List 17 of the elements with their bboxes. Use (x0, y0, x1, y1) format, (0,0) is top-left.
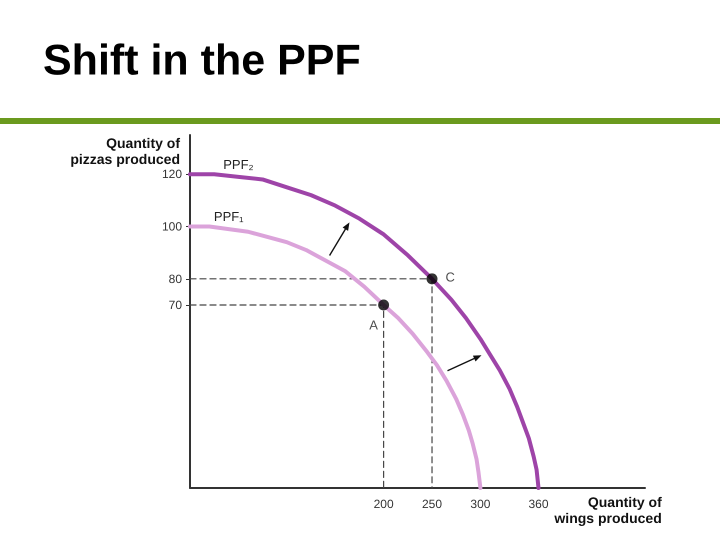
series-label: PPF₂ (223, 156, 254, 172)
x-tick-label: 360 (528, 497, 549, 511)
x-tick-label: 300 (470, 497, 491, 511)
series-label: A (369, 317, 378, 332)
y-tick-label: 100 (162, 220, 182, 234)
y-tick-label: 120 (162, 167, 182, 182)
series-label: C (446, 269, 455, 284)
x-tick-label: 250 (422, 497, 442, 511)
y-tick-label: 70 (168, 298, 182, 312)
y-tick-label: 80 (168, 272, 182, 286)
x-axis-title: Quantity of wings produced (553, 494, 662, 526)
y-axis-title: Quantity of pizzas produced (70, 135, 180, 167)
line-series (188, 224, 482, 490)
line-series (188, 172, 541, 490)
x-tick-label: 200 (374, 497, 394, 511)
chart-title: Shift in the PPF (43, 36, 361, 84)
series-label: PPF₁ (214, 209, 244, 224)
